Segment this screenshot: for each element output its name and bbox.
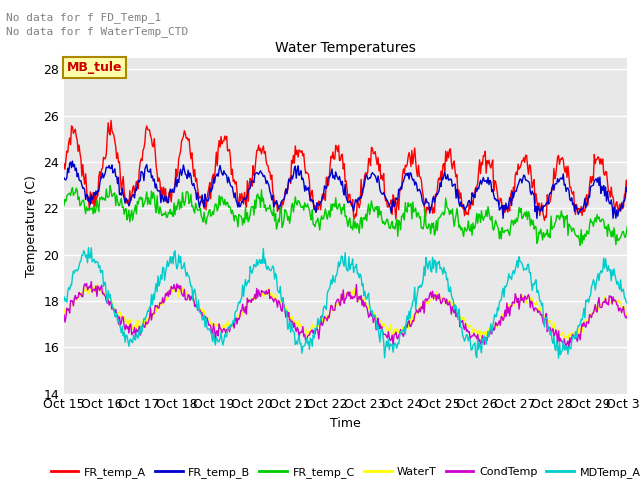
Text: MB_tule: MB_tule [67, 61, 122, 74]
Title: Water Temperatures: Water Temperatures [275, 41, 416, 55]
Legend: FR_temp_A, FR_temp_B, FR_temp_C, WaterT, CondTemp, MDTemp_A: FR_temp_A, FR_temp_B, FR_temp_C, WaterT,… [46, 462, 640, 480]
Text: No data for f WaterTemp_CTD: No data for f WaterTemp_CTD [6, 26, 189, 37]
Text: No data for f FD_Temp_1: No data for f FD_Temp_1 [6, 12, 162, 23]
Y-axis label: Temperature (C): Temperature (C) [25, 175, 38, 276]
X-axis label: Time: Time [330, 417, 361, 430]
